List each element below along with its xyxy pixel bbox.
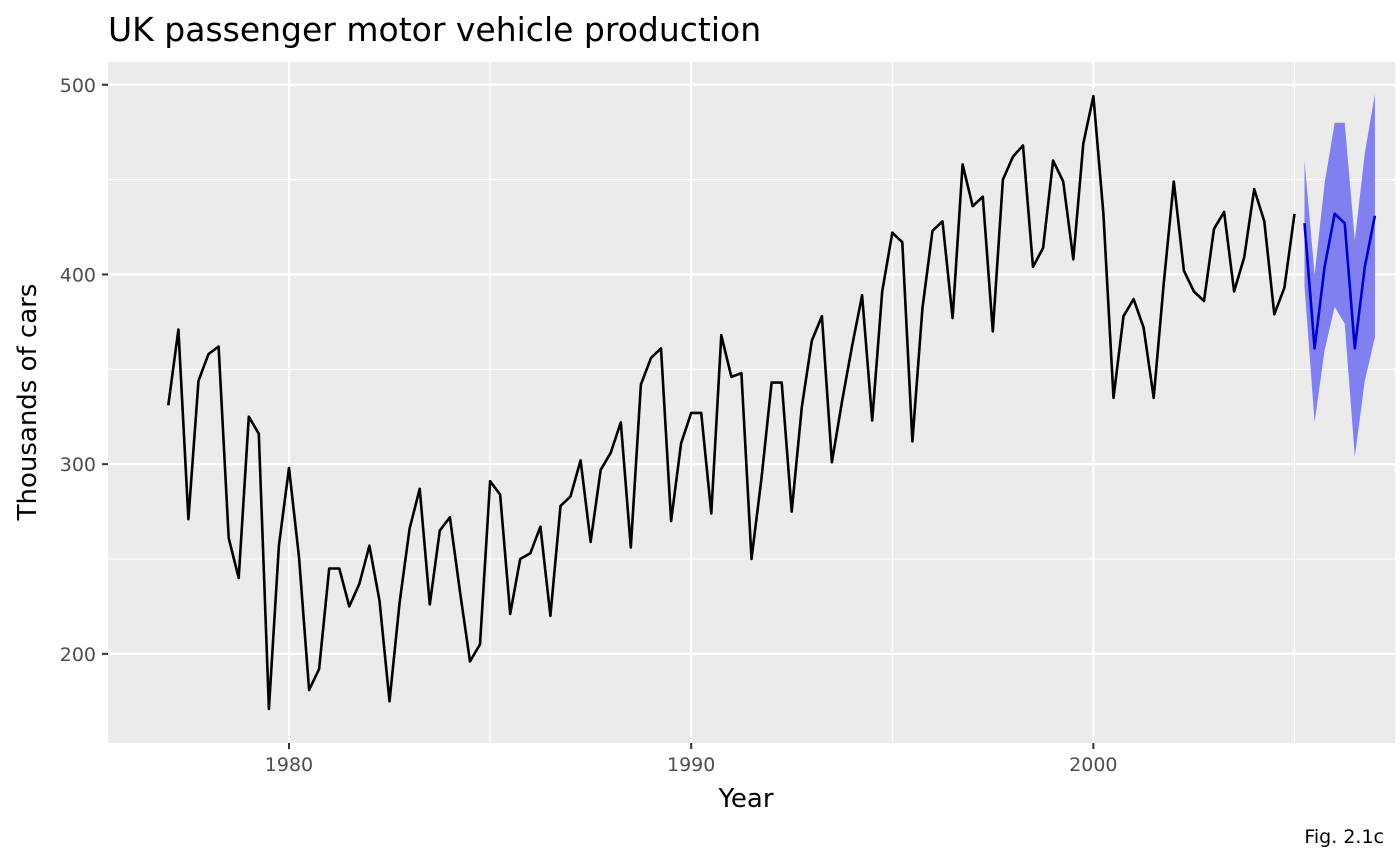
x-tick-label: 2000 xyxy=(1069,754,1117,776)
y-tick-label: 300 xyxy=(60,454,96,476)
x-tick-label: 1990 xyxy=(667,754,715,776)
forecast-interval xyxy=(1304,94,1375,457)
x-axis: 1980 1990 2000 xyxy=(265,743,1118,776)
figure-caption: Fig. 2.1c xyxy=(1304,826,1384,848)
y-axis: 200 300 400 500 xyxy=(60,75,108,666)
plot-panel xyxy=(108,62,1395,743)
chart-title: UK passenger motor vehicle production xyxy=(108,10,761,49)
series-lines xyxy=(167,94,1377,711)
grid-lines xyxy=(108,62,1395,743)
prediction-interval-band xyxy=(1304,94,1375,457)
forecast-series-line xyxy=(1303,212,1377,350)
y-axis-title: Thousands of cars xyxy=(13,284,43,522)
x-axis-title: Year xyxy=(717,784,773,814)
x-tick-label: 1980 xyxy=(265,754,313,776)
observed-series-line xyxy=(167,94,1296,711)
y-tick-label: 200 xyxy=(60,644,96,666)
y-tick-label: 400 xyxy=(60,264,96,286)
y-tick-label: 500 xyxy=(60,75,96,97)
